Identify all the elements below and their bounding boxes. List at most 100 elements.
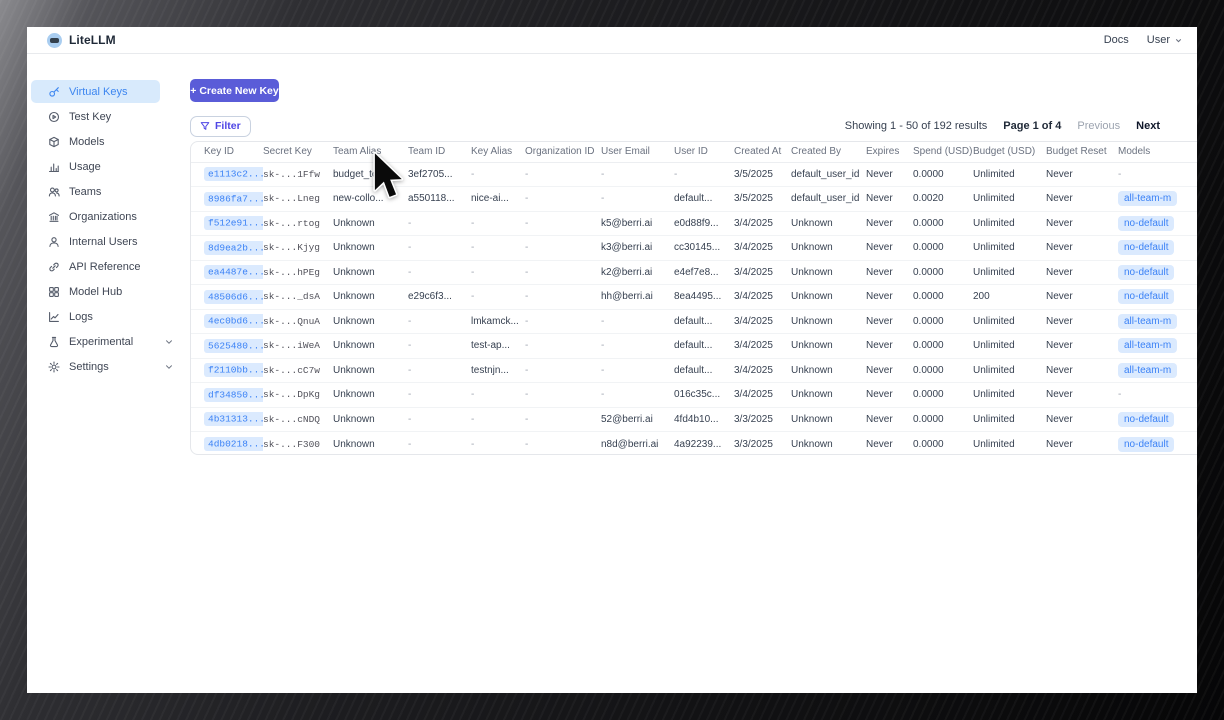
table-cell: - xyxy=(1118,382,1197,408)
cell-value: Unlimited xyxy=(973,266,1015,278)
key-id-link[interactable]: 4ec0bd6... xyxy=(204,314,263,329)
table-cell: sk-...hPEg xyxy=(263,260,333,285)
cell-value: Never xyxy=(866,364,893,376)
sidebar-item-organizations[interactable]: Organizations xyxy=(31,205,160,228)
table-cell: Unknown xyxy=(333,284,408,310)
table-cell: - xyxy=(601,358,674,383)
table-cell: 016c35c... xyxy=(674,382,734,408)
table-row[interactable]: 48506d6... sk-..._dsA Unknown e29c6f3... - - h… xyxy=(191,284,1197,310)
table-row[interactable]: 4ec0bd6... sk-...QnuA Unknown - lmkamck... - -… xyxy=(191,309,1197,334)
key-id-link[interactable]: 8986fa7... xyxy=(204,191,263,206)
virtual-keys-table-card: Key ID Secret Key Team Alias Team ID Key Ali… xyxy=(190,141,1197,455)
cell-value: 0.0000 xyxy=(913,168,944,180)
cell-value: 0.0000 xyxy=(913,413,944,425)
sidebar-item-settings[interactable]: Settings xyxy=(31,355,172,378)
key-id-link[interactable]: 8d9ea2b... xyxy=(204,240,263,255)
cell-value: Unknown xyxy=(791,217,833,229)
table-cell: - xyxy=(601,162,674,187)
key-id-link[interactable]: f512e91... xyxy=(204,216,263,231)
sidebar-item-usage[interactable]: Usage xyxy=(31,155,160,178)
table-cell: Unlimited xyxy=(973,382,1046,408)
key-id-link[interactable]: 4b31313... xyxy=(204,412,263,427)
table-cell: - xyxy=(525,382,601,408)
sidebar-item-label: API Reference xyxy=(69,260,141,273)
docs-link[interactable]: Docs xyxy=(1103,34,1129,46)
table-cell: Never xyxy=(866,309,913,334)
cell-value: 3ef2705... xyxy=(408,168,453,180)
table-cell: - xyxy=(525,309,601,334)
sidebar-item-experimental[interactable]: Experimental xyxy=(31,330,172,353)
grid-icon xyxy=(48,286,60,298)
table-cell: 8986fa7... xyxy=(191,186,263,212)
filter-button[interactable]: Filter xyxy=(190,115,251,137)
empty-value: - xyxy=(525,389,529,401)
empty-value: - xyxy=(525,364,529,376)
next-page-button[interactable]: Next xyxy=(1136,120,1160,132)
table-row[interactable]: 4db0218... sk-...F300 Unknown - - - n8d@berri.… xyxy=(191,432,1197,455)
models-badge: no-default xyxy=(1118,215,1175,231)
sidebar-item-internal-users[interactable]: Internal Users xyxy=(31,230,160,253)
empty-value: - xyxy=(408,389,412,401)
table-row[interactable]: f512e91... sk-...rtog Unknown - - - k5@berri.a… xyxy=(191,211,1197,236)
table-cell: - xyxy=(471,260,525,285)
sidebar-item-api-reference[interactable]: API Reference xyxy=(31,255,160,278)
table-cell: Never xyxy=(866,358,913,383)
create-new-key-button[interactable]: + Create New Key xyxy=(190,79,279,102)
table-cell: 200 xyxy=(973,284,1046,310)
table-row[interactable]: df34850... sk-...DpKg Unknown - - - - 016c35c..… xyxy=(191,382,1197,408)
key-id-link[interactable]: df34850... xyxy=(204,387,263,402)
key-id-link[interactable]: 4db0218... xyxy=(204,437,263,451)
sidebar-item-test-key[interactable]: Test Key xyxy=(31,105,160,128)
empty-value: - xyxy=(525,168,529,180)
table-cell: Unknown xyxy=(333,333,408,359)
table-cell: sk-...rtog xyxy=(263,211,333,236)
column-header: Spend (USD) xyxy=(913,142,973,163)
empty-value: - xyxy=(525,291,529,303)
table-row[interactable]: ea4487e... sk-...hPEg Unknown - - - k2@berri.a… xyxy=(191,260,1197,285)
cell-value: nice-ai... xyxy=(471,193,509,205)
table-cell: 8d9ea2b... xyxy=(191,235,263,261)
sidebar-item-virtual-keys[interactable]: Virtual Keys xyxy=(31,80,160,103)
table-row[interactable]: f2110bb... sk-...cC7w Unknown - testnjn... - -… xyxy=(191,358,1197,383)
cell-value: Never xyxy=(866,340,893,352)
column-header: Organization ID xyxy=(525,142,601,163)
key-id-link[interactable]: 5625480... xyxy=(204,338,263,353)
key-id-link[interactable]: e1113c2... xyxy=(204,167,263,182)
cell-value: Unlimited xyxy=(973,438,1015,450)
previous-page-button[interactable]: Previous xyxy=(1077,120,1121,132)
table-row[interactable]: 8d9ea2b... sk-...Kjyg Unknown - - - k3@berri.a… xyxy=(191,235,1197,261)
table-row[interactable]: 8986fa7... sk-...Lneg new-collo... a550118.… xyxy=(191,186,1197,212)
user-menu[interactable]: User xyxy=(1147,34,1183,46)
sidebar-item-teams[interactable]: Teams xyxy=(31,180,160,203)
table-row[interactable]: e1113c2... sk-...1Ffw budget_te... 3ef2705.… xyxy=(191,162,1197,187)
sidebar-item-label: Internal Users xyxy=(69,235,138,248)
table-cell: sk-...DpKg xyxy=(263,382,333,408)
table-cell: df34850... xyxy=(191,382,263,408)
table-cell: k2@berri.ai xyxy=(601,260,674,285)
cell-value: Unknown xyxy=(333,413,375,425)
table-cell: e1113c2... xyxy=(191,162,263,187)
column-header: Key ID xyxy=(191,142,263,163)
key-id-link[interactable]: 48506d6... xyxy=(204,289,263,304)
table-cell: default_user_id xyxy=(791,162,866,187)
key-id-link[interactable]: f2110bb... xyxy=(204,363,263,378)
cell-value: 4fd4b10... xyxy=(674,413,719,425)
table-cell: Unknown xyxy=(791,284,866,310)
app-window: LiteLLM Docs User Virtual Keys Test Key Mo… xyxy=(27,27,1197,693)
table-cell: - xyxy=(601,382,674,408)
sidebar-item-logs[interactable]: Logs xyxy=(31,305,160,328)
sidebar-item-model-hub[interactable]: Model Hub xyxy=(31,280,160,303)
cell-value: 0.0000 xyxy=(913,291,944,303)
key-id-link[interactable]: ea4487e... xyxy=(204,265,263,280)
empty-value: - xyxy=(525,315,529,327)
table-row[interactable]: 5625480... sk-...iWeA Unknown - test-ap... - -… xyxy=(191,333,1197,359)
sidebar-item-models[interactable]: Models xyxy=(31,130,160,153)
models-badge: no-default xyxy=(1118,436,1175,452)
cell-value: 3/4/2025 xyxy=(734,291,773,303)
table-cell: default... xyxy=(674,309,734,334)
cell-value: Never xyxy=(866,438,893,450)
table-row[interactable]: 4b31313... sk-...cNDQ Unknown - - - 52@berri.a… xyxy=(191,407,1197,432)
cell-value: Never xyxy=(866,266,893,278)
table-cell: f2110bb... xyxy=(191,358,263,383)
results-count: Showing 1 - 50 of 192 results xyxy=(844,120,988,132)
